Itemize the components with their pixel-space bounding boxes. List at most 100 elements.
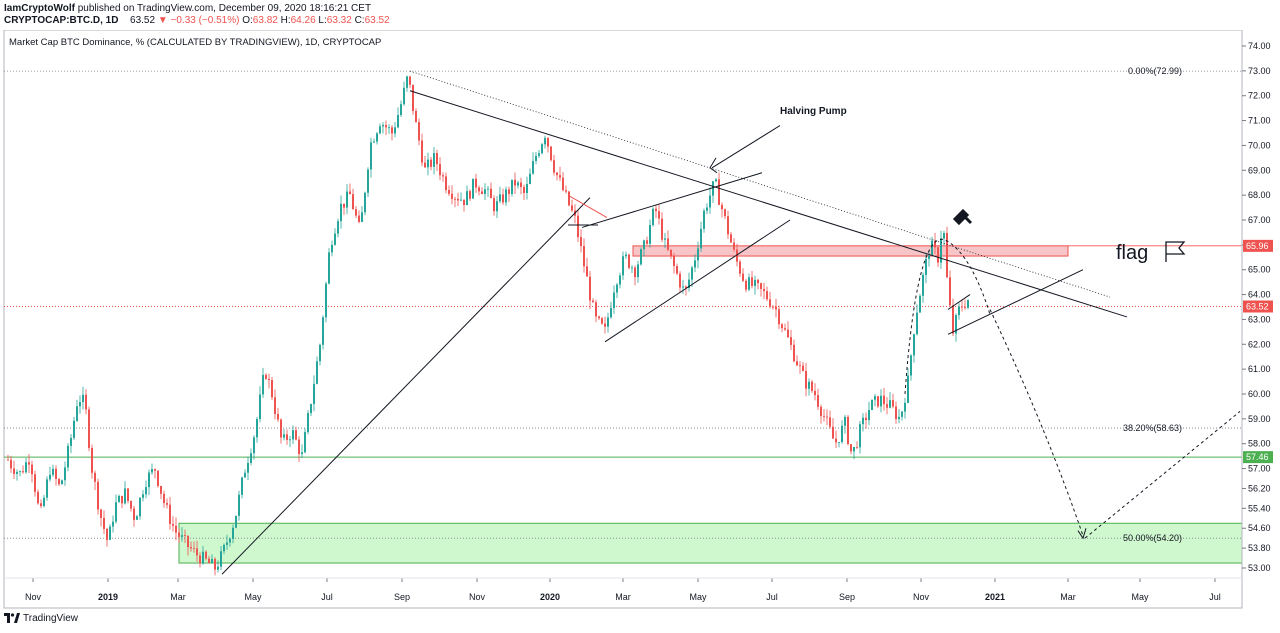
candle-body (67, 445, 69, 468)
y-tick-label: 65.00 (1248, 265, 1271, 275)
close-label: C: (354, 15, 365, 26)
main-downtrend-line (409, 90, 1128, 318)
candle-body (175, 525, 177, 533)
candle-body (70, 437, 72, 446)
candle-body (307, 413, 309, 433)
candle-body (526, 183, 528, 193)
candle-body (298, 439, 300, 455)
candle-body (238, 494, 240, 516)
candle-body (172, 523, 174, 526)
candle-body (883, 395, 885, 405)
candle-body (229, 538, 231, 543)
candle-body (847, 416, 849, 445)
candle-body (922, 274, 924, 296)
annotation-halving-pump: Halving Pump (780, 106, 847, 117)
candle-body (604, 323, 606, 327)
candle-body (559, 175, 561, 178)
candle-body (16, 471, 18, 474)
annotations-layer: Halving Pump flag (780, 106, 1186, 264)
candle-body (967, 299, 969, 308)
candle-body (937, 247, 939, 263)
flag-icon (1165, 241, 1186, 262)
y-tick-label: 58.00 (1248, 439, 1271, 449)
candle-body (862, 417, 864, 425)
candle-body (28, 462, 30, 465)
x-axis[interactable]: Nov 2019 Mar May Jul Sep Nov 2020 Mar May Jul Sep No… (4, 577, 1242, 602)
candle-body (631, 267, 633, 269)
y-tick-label: 63.00 (1248, 314, 1271, 324)
candle-body (868, 410, 870, 421)
candle-body (706, 207, 708, 211)
candle-body (565, 190, 567, 192)
candle-body (37, 491, 39, 504)
candle-body (880, 395, 882, 407)
candle-body (19, 471, 21, 472)
y-tick-label: 61.00 (1248, 364, 1271, 374)
change-value: −0.33 (−0.51%) (170, 15, 240, 26)
candle-body (808, 381, 810, 389)
candle-body (418, 122, 420, 141)
x-tick-label: May (689, 592, 707, 602)
candle-body (187, 535, 189, 548)
symbol-label[interactable]: CRYPTOCAP:BTC.D, 1D (4, 15, 119, 26)
dotted-downtrend-line (409, 70, 1111, 298)
price-badges: 63.52 57.46 65.96 (1243, 239, 1273, 464)
projection-arrowhead (1077, 528, 1087, 540)
candle-body (157, 470, 159, 486)
candle-body (427, 159, 429, 168)
flag-top-line (947, 294, 971, 310)
candle-body (319, 344, 321, 362)
zones-layer (178, 245, 1243, 564)
fib-labels-layer: 0.00%(72.99) 38.20%(58.63) 50.00%(54.20) (1123, 66, 1182, 543)
candle-body (31, 464, 33, 475)
candle-body (34, 474, 36, 492)
y-axis[interactable]: 74.00 73.00 72.00 71.00 70.00 69.00 68.00 67.00… (1241, 30, 1271, 608)
y-tick-label: 64.00 (1248, 290, 1271, 300)
low-value: 63.32 (326, 15, 352, 26)
candle-body (826, 416, 828, 418)
candle-body (415, 111, 417, 123)
candle-body (592, 300, 594, 303)
candle-body (589, 276, 591, 301)
chart-frame (3, 30, 1243, 609)
price-badge-label: 63.52 (1246, 302, 1269, 312)
y-tick-label: 71.00 (1248, 116, 1271, 126)
candle-body (790, 337, 792, 345)
x-tick-label: Jul (1209, 592, 1221, 602)
candle-body (661, 218, 663, 240)
candle-body (346, 191, 348, 208)
candle-body (217, 566, 219, 570)
candle-body (373, 141, 375, 143)
y-tick-label: 53.80 (1248, 543, 1271, 553)
y-tick-label: 69.00 (1248, 165, 1271, 175)
candle-body (184, 535, 186, 536)
candle-body (649, 225, 651, 244)
low-label: L: (318, 15, 327, 26)
y-tick-label: 67.00 (1248, 215, 1271, 225)
candle-body (523, 187, 525, 193)
candle-body (100, 509, 102, 518)
candle-body (673, 255, 675, 267)
candle-body (544, 137, 546, 145)
candle-body (400, 104, 402, 115)
price-badge (1243, 300, 1273, 313)
close-value: 63.52 (364, 15, 390, 26)
candle-body (586, 266, 588, 277)
candle-body (814, 390, 816, 396)
candle-body (226, 542, 228, 545)
candle-body (508, 189, 510, 194)
candle-body (802, 365, 804, 371)
gavel-icon (952, 208, 973, 226)
candle-body (280, 419, 282, 438)
candle-body (181, 535, 183, 537)
price-chart[interactable]: Market Cap BTC Dominance, % (CALCULATED … (0, 30, 1280, 610)
candle-body (409, 76, 411, 85)
candle-body (709, 195, 711, 208)
candle-body (118, 495, 120, 503)
candle-body (439, 164, 441, 176)
author-name[interactable]: IamCryptoWolf (4, 3, 75, 14)
high-label: H: (280, 15, 291, 26)
change-arrow-icon: ▼ (157, 15, 168, 26)
tradingview-brand[interactable]: TradingView (23, 613, 79, 624)
y-tick-label: 62.00 (1248, 339, 1271, 349)
